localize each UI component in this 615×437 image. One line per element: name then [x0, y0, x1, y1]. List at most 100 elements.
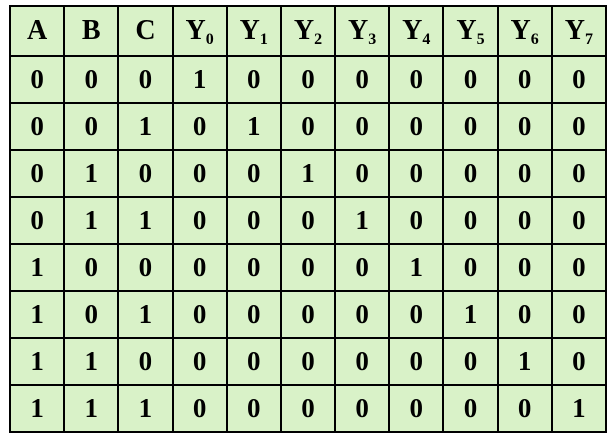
- column-header-subscript: 7: [584, 30, 593, 48]
- table-cell: 0: [442, 55, 499, 104]
- table-cell: 0: [8, 149, 66, 198]
- table-cell: 0: [496, 196, 553, 245]
- table-cell: 0: [334, 243, 391, 292]
- table-cell: 0: [496, 149, 553, 198]
- table-cell: 0: [279, 243, 337, 292]
- table-cell: 0: [334, 55, 391, 104]
- column-header: Y2: [279, 5, 337, 57]
- table-cell: 0: [550, 243, 608, 292]
- table-cell: 0: [117, 55, 174, 104]
- column-header-label: Y: [239, 15, 260, 46]
- table-cell: 0: [171, 384, 228, 433]
- table-cell: 0: [225, 55, 282, 104]
- column-header: A: [8, 5, 66, 57]
- table-cell: 0: [225, 384, 282, 433]
- column-header-subscript: 3: [368, 30, 377, 48]
- table-cell: 1: [63, 384, 120, 433]
- table-cell: 0: [171, 290, 228, 339]
- table-cell: 0: [171, 243, 228, 292]
- table-cell: 0: [496, 55, 553, 104]
- table-cell: 0: [334, 102, 391, 151]
- column-header-label: Y: [185, 15, 206, 46]
- table-cell: 1: [496, 337, 553, 386]
- table-cell: 0: [8, 102, 66, 151]
- table-cell: 0: [279, 337, 337, 386]
- column-header: Y3: [334, 5, 391, 57]
- table-cell: 0: [63, 243, 120, 292]
- table-cell: 0: [279, 55, 337, 104]
- table-cell: 1: [8, 337, 66, 386]
- table-cell: 0: [117, 337, 174, 386]
- table-cell: 0: [388, 55, 445, 104]
- table-cell: 0: [334, 149, 391, 198]
- column-header-label: B: [81, 15, 101, 46]
- table-cell: 0: [550, 337, 608, 386]
- table-cell: 0: [334, 337, 391, 386]
- table-cell: 0: [496, 102, 553, 151]
- table-cell: 0: [388, 290, 445, 339]
- table-cell: 0: [334, 384, 391, 433]
- column-header: B: [63, 5, 120, 57]
- table-cell: 0: [63, 290, 120, 339]
- column-header-label: C: [135, 15, 156, 46]
- table-cell: 0: [225, 149, 282, 198]
- column-header-label: Y: [564, 15, 585, 46]
- table-cell: 1: [117, 290, 174, 339]
- table-cell: 0: [334, 290, 391, 339]
- table-cell: 1: [225, 102, 282, 151]
- table-cell: 1: [550, 384, 608, 433]
- table-cell: 0: [279, 290, 337, 339]
- column-header-label: Y: [348, 15, 369, 46]
- table-cell: 0: [8, 196, 66, 245]
- table-cell: 0: [63, 55, 120, 104]
- column-header: C: [117, 5, 174, 57]
- table-cell: 1: [63, 149, 120, 198]
- table-cell: 0: [225, 243, 282, 292]
- table-cell: 0: [442, 384, 499, 433]
- table-cell: 1: [117, 196, 174, 245]
- table-cell: 0: [117, 149, 174, 198]
- column-header: Y1: [225, 5, 282, 57]
- table-cell: 1: [117, 384, 174, 433]
- table-cell: 0: [442, 196, 499, 245]
- table-cell: 0: [496, 290, 553, 339]
- table-cell: 0: [442, 149, 499, 198]
- column-header: Y0: [171, 5, 228, 57]
- table-cell: 0: [225, 290, 282, 339]
- table-cell: 0: [496, 243, 553, 292]
- table-cell: 0: [279, 384, 337, 433]
- table-cell: 0: [550, 102, 608, 151]
- table-cell: 0: [442, 243, 499, 292]
- column-header-label: Y: [456, 15, 477, 46]
- column-header-subscript: 6: [530, 30, 539, 48]
- column-header-label: Y: [293, 15, 315, 46]
- column-header-subscript: 5: [476, 30, 485, 48]
- table-cell: 1: [388, 243, 445, 292]
- column-header-subscript: 2: [314, 30, 323, 48]
- table-cell: 0: [171, 149, 228, 198]
- table-cell: 0: [550, 290, 608, 339]
- table-cell: 0: [117, 243, 174, 292]
- table-cell: 0: [8, 55, 66, 104]
- table-cell: 0: [442, 337, 499, 386]
- table-header: A B C Y0 Y1 Y2 Y3 Y4 Y5 Y6 Y7: [8, 5, 608, 57]
- table-cell: 0: [279, 102, 337, 151]
- column-header: Y6: [496, 5, 553, 57]
- table-cell: 0: [171, 102, 228, 151]
- table-cell: 0: [171, 196, 228, 245]
- table-cell: 0: [388, 149, 445, 198]
- table-cell: 1: [8, 243, 66, 292]
- column-header-subscript: 0: [205, 30, 214, 48]
- column-header: Y4: [388, 5, 445, 57]
- table-cell: 0: [550, 55, 608, 104]
- table-cell: 0: [388, 384, 445, 433]
